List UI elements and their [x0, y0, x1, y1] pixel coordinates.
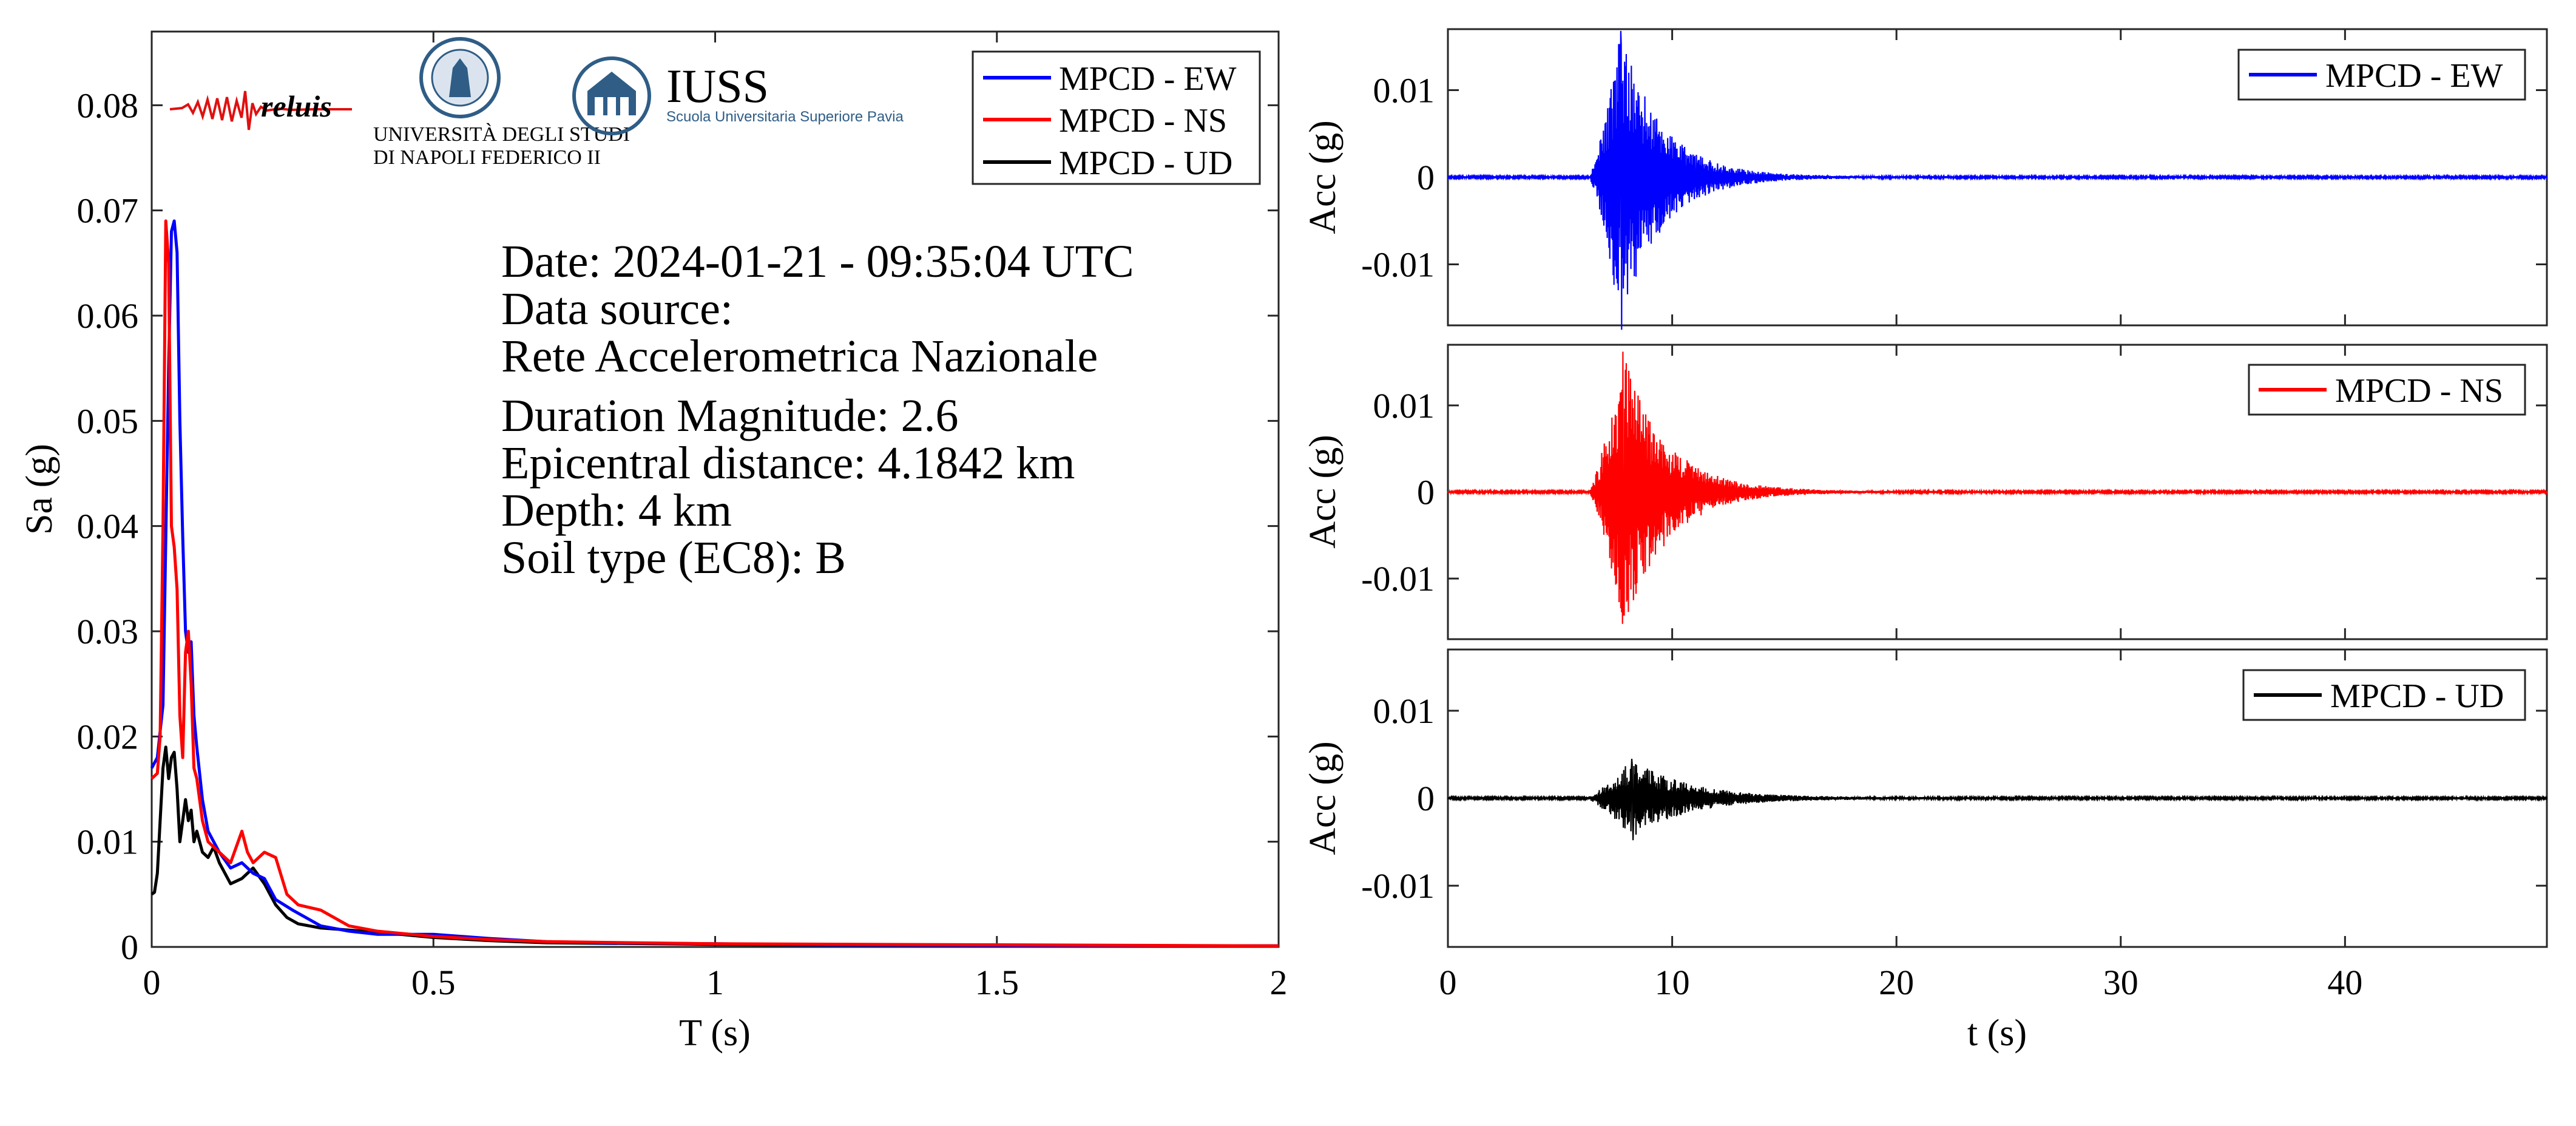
- ud-legend-label: MPCD - UD: [2330, 677, 2504, 715]
- spectrum-y-ticks: 0 0.01 0.02 0.03 0.04 0.05 0.06 0.07 0.08: [77, 86, 1279, 967]
- spectrum-legend: MPCD - EW MPCD - NS MPCD - UD: [972, 50, 1261, 185]
- spectrum-xtick-label: 0: [143, 963, 161, 1002]
- ew-acceleration-trace: [1447, 30, 2548, 330]
- iuss-subtitle: Scuola Universitaria Superiore Pavia: [666, 109, 904, 125]
- ud-ylabel: Acc (g): [1302, 741, 1344, 855]
- ns-legend-label: MPCD - NS: [2335, 372, 2503, 410]
- spectrum-ytick-label: 0.04: [77, 507, 139, 546]
- accelerogram-ew-panel: -0.01 0 0.01 Acc (g) MPCD - EW: [1302, 28, 2548, 330]
- acc-ytick-label: 0: [1417, 473, 1435, 512]
- unina-seal: [419, 37, 501, 118]
- acc-xtick-label: 20: [1879, 963, 1914, 1002]
- acc-ytick-label: -0.01: [1361, 559, 1435, 599]
- unina-seal-figure: [449, 58, 471, 97]
- acc-xtick-label: 40: [2327, 963, 2362, 1002]
- ud-acceleration-trace: [1447, 759, 2548, 841]
- legend-label-ew: MPCD - EW: [1059, 60, 1237, 98]
- legend-label-ud: MPCD - UD: [1059, 144, 1232, 182]
- unina-line2: DI NAPOLI FEDERICO II: [373, 146, 601, 169]
- spectrum-ytick-label: 0.01: [77, 822, 139, 862]
- info-date: Date: 2024-01-21 - 09:35:04 UTC: [501, 236, 1134, 287]
- event-info: Date: 2024-01-21 - 09:35:04 UTC Data sou…: [501, 236, 1134, 583]
- info-soil: Soil type (EC8): B: [501, 532, 846, 583]
- spectrum-xtick-label: 0.5: [411, 963, 456, 1002]
- unina-logo: UNIVERSITÀ DEGLI STUDI DI NAPOLI FEDERIC…: [373, 37, 630, 169]
- ns-acceleration-trace: [1447, 351, 2548, 624]
- spectrum-xtick-label: 1: [706, 963, 724, 1002]
- acc-ytick-label: -0.01: [1361, 245, 1435, 285]
- spectrum-series: [150, 219, 1279, 948]
- spectrum-ytick-label: 0: [121, 928, 138, 967]
- legend-label-ns: MPCD - NS: [1059, 102, 1227, 140]
- acc-ytick-label: 0.01: [1373, 691, 1435, 731]
- acc-xtick-label: 10: [1655, 963, 1690, 1002]
- iuss-emblem-building: [587, 72, 636, 115]
- accelerogram-ns-panel: -0.01 0 0.01 Acc (g) MPCD - NS: [1302, 344, 2548, 640]
- spectrum-x-ticks: 0 0.5 1 1.5 2: [143, 32, 1288, 1002]
- acc-ytick-label: 0: [1417, 158, 1435, 197]
- spectrum-ytick-label: 0.06: [77, 296, 139, 336]
- spectrum-ytick-label: 0.08: [77, 86, 139, 125]
- spectrum-ytick-label: 0.05: [77, 401, 139, 441]
- acc-ytick-label: 0: [1417, 779, 1435, 818]
- acc-ytick-label: 0.01: [1373, 386, 1435, 426]
- ew-ylabel: Acc (g): [1302, 120, 1344, 234]
- reluis-logo: reluis: [169, 89, 352, 131]
- spectrum-ytick-label: 0.07: [77, 191, 139, 231]
- info-distance: Epicentral distance: 4.1842 km: [501, 438, 1075, 489]
- reluis-logo-text: reluis: [261, 89, 332, 123]
- spectrum-ylabel: Sa (g): [19, 444, 60, 535]
- ns-y-ticks: -0.01 0 0.01: [1361, 345, 2547, 639]
- iuss-logo: IUSS Scuola Universitaria Superiore Pavi…: [572, 56, 904, 135]
- ud-y-ticks: -0.01 0 0.01: [1361, 649, 2547, 947]
- accelerogram-ud-panel: -0.01 0 0.01 0 10 20 30 40 Acc (g) t (s) MPCD …: [1302, 648, 2548, 1054]
- info-source-label: Data source:: [501, 283, 733, 334]
- spectrum-ytick-label: 0.02: [77, 717, 139, 756]
- info-source: Rete Accelerometrica Nazionale: [501, 331, 1098, 382]
- reluis-logo-wave: [169, 90, 352, 131]
- ud-xlabel: t (s): [1967, 1012, 2027, 1054]
- spectrum-xlabel: T (s): [679, 1012, 751, 1054]
- iuss-title: IUSS: [666, 59, 769, 112]
- ud-legend: MPCD - UD: [2242, 669, 2526, 721]
- iuss-emblem: [572, 56, 651, 135]
- spectrum-xtick-label: 2: [1270, 963, 1288, 1002]
- info-depth: Depth: 4 km: [501, 485, 732, 536]
- unina-line1: UNIVERSITÀ DEGLI STUDI: [373, 123, 630, 146]
- ew-legend-label: MPCD - EW: [2325, 57, 2503, 95]
- spectrum-line-ns: [150, 219, 1279, 948]
- ns-ylabel: Acc (g): [1302, 435, 1344, 549]
- ud-x-ticks: 0 10 20 30 40: [1439, 963, 2363, 1002]
- spectrum-plot: 0 0.01 0.02 0.03 0.04 0.05 0.06 0.07 0.08 0 0.5 1 1…: [19, 30, 1288, 1054]
- acc-ytick-label: 0.01: [1373, 70, 1435, 110]
- info-magnitude: Duration Magnitude: 2.6: [501, 390, 959, 441]
- acc-ytick-label: -0.01: [1361, 866, 1435, 906]
- acc-xtick-label: 30: [2103, 963, 2138, 1002]
- ns-legend: MPCD - NS: [2248, 364, 2526, 416]
- spectrum-ytick-label: 0.03: [77, 612, 139, 651]
- ew-legend: MPCD - EW: [2237, 49, 2526, 101]
- spectrum-xtick-label: 1.5: [975, 963, 1019, 1002]
- acc-xtick-label: 0: [1439, 963, 1457, 1002]
- ew-y-ticks: -0.01 0 0.01: [1361, 29, 2547, 325]
